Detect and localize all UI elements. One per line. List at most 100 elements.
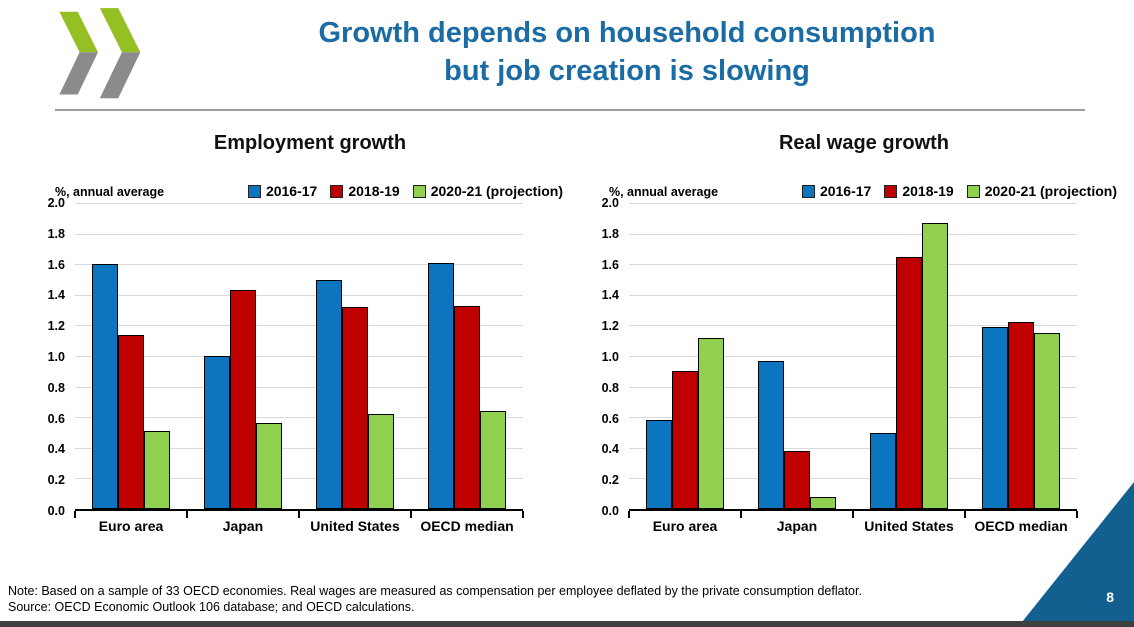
chart-header-row: %, annual average 2016-17 2018-19 2020-21 …	[609, 179, 1119, 199]
charts-row: Employment growth %, annual average 2016…	[25, 120, 1119, 534]
y-tick-label: 0.2	[47, 473, 65, 488]
y-tick-label: 0.8	[601, 380, 619, 395]
bar	[646, 420, 672, 509]
x-category-label: OECD median	[974, 518, 1068, 534]
gridline	[75, 478, 523, 480]
plot-area	[74, 203, 524, 518]
x-category-label: Japan	[222, 518, 264, 534]
bar-group	[75, 203, 187, 509]
y-tick-label: 1.2	[47, 319, 65, 334]
y-axis-tick-labels: 0.0 0.2 0.4 0.6 0.8 1.0 1.2 1.4 1.6 1.8 2.0	[579, 197, 629, 518]
x-axis-tick	[522, 511, 524, 518]
gridline	[75, 294, 523, 296]
x-axis-tick	[852, 511, 854, 518]
y-tick-label: 1.6	[47, 257, 65, 272]
gridline	[629, 447, 1077, 449]
gridline	[629, 356, 1077, 357]
y-tick-label: 2.0	[601, 196, 619, 210]
chart-title: Real wage growth	[778, 132, 950, 154]
real-wage-growth-chart: Real wage growth %, annual average 2016-…	[579, 120, 1119, 534]
x-axis-tick	[186, 511, 188, 518]
gridline	[75, 264, 523, 266]
bar	[144, 430, 170, 509]
bar	[256, 423, 282, 509]
y-tick-label: 0.0	[47, 504, 65, 518]
x-category-label: OECD median	[420, 518, 514, 534]
legend-item: 2018-19	[330, 183, 400, 199]
logo-chevron-gray	[99, 52, 141, 99]
y-tick-label: 1.0	[47, 350, 65, 364]
gridline	[75, 233, 523, 235]
legend: 2016-17 2018-19 2020-21 (projection)	[801, 183, 1117, 199]
header-divider	[55, 109, 1085, 111]
plot-wrapper: 0.0 0.2 0.4 0.6 0.8 1.0 1.2 1.4 1.6 1.8 2.0	[579, 197, 1119, 518]
bar-group	[187, 203, 299, 509]
gridline	[75, 447, 523, 449]
bar	[672, 371, 698, 509]
x-category-label: Euro area	[652, 518, 718, 534]
legend-label: 2016-17	[819, 183, 872, 199]
gridline	[75, 356, 523, 357]
y-tick-label: 0.8	[47, 380, 65, 395]
legend-label: 2020-21 (projection)	[430, 183, 563, 199]
chart-title: Employment growth	[213, 132, 407, 154]
legend-swatch-icon	[247, 184, 261, 198]
legend-swatch-icon	[412, 184, 426, 198]
bar	[428, 262, 454, 509]
chart-header-row: %, annual average 2016-17 2018-19 2020-21 …	[55, 179, 565, 199]
y-tick-label: 0.4	[47, 442, 65, 457]
bar	[982, 326, 1008, 509]
legend-label: 2020-21 (projection)	[984, 183, 1117, 199]
gridline	[75, 325, 523, 327]
y-tick-label: 0.2	[601, 473, 619, 488]
plot-wrapper: 0.0 0.2 0.4 0.6 0.8 1.0 1.2 1.4 1.6 1.8 2.0	[25, 197, 565, 518]
legend-item: 2016-17	[801, 183, 872, 199]
y-tick-label: 1.0	[601, 350, 619, 364]
logo-chevron-green	[99, 8, 141, 53]
gridline	[629, 203, 1077, 204]
y-axis-tick-labels: 0.0 0.2 0.4 0.6 0.8 1.0 1.2 1.4 1.6 1.8 2.0	[25, 197, 75, 518]
gridline	[629, 478, 1077, 480]
x-axis-category-labels: Euro area Japan United States OECD median	[75, 518, 523, 534]
y-tick-label: 1.8	[601, 226, 619, 241]
y-tick-label: 0.6	[601, 411, 619, 426]
bar	[368, 414, 394, 509]
slide-title: Growth depends on household consumption …	[150, 14, 1104, 90]
bar-group	[411, 203, 523, 509]
employment-growth-chart: Employment growth %, annual average 2016…	[25, 120, 565, 534]
y-tick-label: 2.0	[47, 196, 65, 210]
legend-swatch-icon	[966, 184, 980, 198]
oecd-logo-icon	[59, 8, 141, 99]
y-tick-label: 0.4	[601, 442, 619, 457]
x-axis-tick	[298, 511, 300, 518]
gridline	[75, 386, 523, 388]
x-axis-tick	[628, 511, 630, 518]
bar	[870, 432, 896, 509]
y-tick-label: 1.6	[601, 257, 619, 272]
bar	[810, 496, 836, 509]
bar	[896, 256, 922, 509]
legend-item: 2020-21 (projection)	[966, 183, 1117, 199]
x-category-label: United States	[310, 518, 400, 534]
x-axis-tick	[1076, 511, 1078, 518]
x-axis-tick	[964, 511, 966, 518]
x-category-label: Euro area	[98, 518, 164, 534]
legend-swatch-icon	[330, 184, 344, 198]
bar	[316, 279, 342, 509]
x-axis-tick	[410, 511, 412, 518]
bar-group	[629, 203, 741, 509]
bar-group	[965, 203, 1077, 509]
bar	[480, 411, 506, 509]
footnote-note-line: Note: Based on a sample of 33 OECD econo…	[8, 584, 862, 598]
x-axis-tick	[74, 511, 76, 518]
footnote: Note: Based on a sample of 33 OECD econo…	[8, 584, 862, 615]
y-axis-unit-label: %, annual average	[609, 185, 719, 199]
bar	[1034, 333, 1060, 509]
logo-chevron-green	[59, 11, 98, 53]
gridline	[75, 417, 523, 419]
slide-title-line2: but job creation is slowing	[444, 55, 810, 87]
gridline	[629, 386, 1077, 388]
legend-swatch-icon	[884, 184, 898, 198]
gridline	[629, 294, 1077, 296]
